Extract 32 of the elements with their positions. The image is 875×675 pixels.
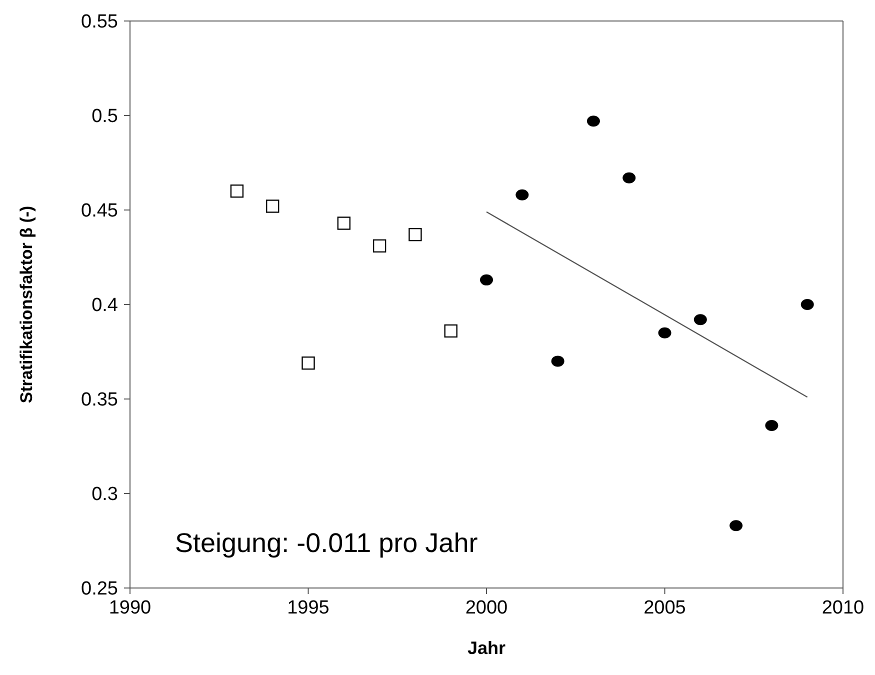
x-tick-label: 2010 [822, 597, 864, 618]
point [230, 184, 244, 198]
x-tick-label: 1995 [287, 597, 330, 618]
x-tick-label: 2005 [644, 597, 686, 618]
point [694, 314, 707, 326]
x-tick-label: 2000 [465, 597, 508, 618]
point [480, 274, 493, 286]
point [337, 216, 350, 230]
point [586, 116, 600, 127]
point [444, 324, 458, 338]
x-tick-label: 1990 [108, 597, 152, 618]
y-axis-title: Stratifikationsfaktor β (-) [17, 206, 36, 404]
point [658, 327, 672, 338]
point [302, 356, 315, 370]
y-tick-label: 0.3 [92, 484, 118, 506]
point [266, 200, 280, 213]
y-tick-label: 0.25 [81, 578, 118, 600]
y-tick-label: 0.55 [81, 12, 118, 33]
point [730, 520, 743, 532]
point [516, 189, 529, 200]
y-tick-label: 0.5 [92, 106, 118, 128]
x-axis-title: Jahr [467, 638, 506, 658]
point [622, 172, 636, 184]
y-tick-label: 0.4 [92, 295, 118, 316]
point [800, 299, 814, 310]
point [551, 356, 564, 367]
y-tick-label: 0.35 [81, 390, 118, 411]
point [765, 420, 778, 431]
y-tick-label: 0.45 [81, 200, 118, 222]
annotation: Steigung: -0.011 pro Jahr [175, 528, 478, 559]
point [372, 239, 386, 253]
point [408, 228, 422, 242]
